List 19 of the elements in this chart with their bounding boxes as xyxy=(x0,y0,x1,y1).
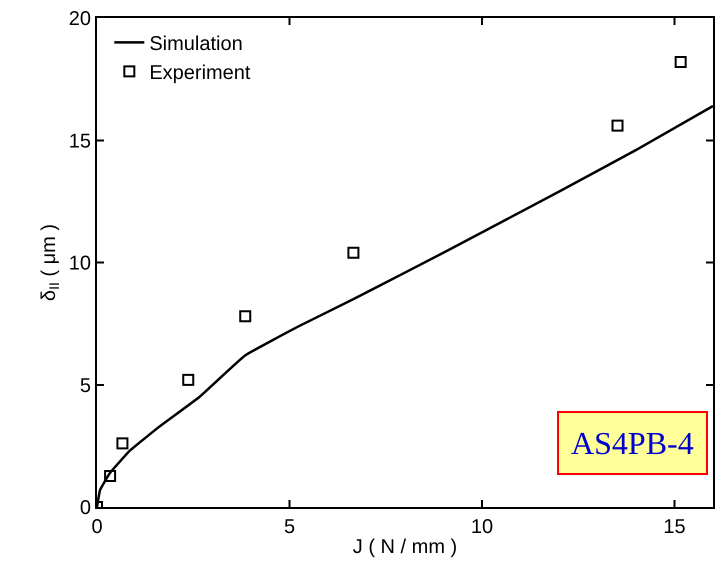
legend-label: Experiment xyxy=(149,62,251,84)
x-tick-label: 10 xyxy=(470,516,494,538)
point xyxy=(239,310,252,322)
x-tick-label: 5 xyxy=(284,516,296,538)
legend-label: Simulation xyxy=(149,33,243,56)
point xyxy=(674,56,687,68)
point xyxy=(612,120,624,132)
point xyxy=(116,437,128,450)
y-tick-label: 5 xyxy=(80,374,91,397)
point xyxy=(347,246,360,259)
y-tick-label: 10 xyxy=(68,252,91,274)
annotation: AS4PB-4 xyxy=(571,425,694,461)
x-tick-label: 15 xyxy=(663,516,686,538)
y-tick-label: 0 xyxy=(80,497,91,519)
y-tick-label: 15 xyxy=(68,130,91,152)
x-axis-title: J ( N / mm ) xyxy=(352,536,458,558)
point xyxy=(182,374,194,386)
y-tick-label: 20 xyxy=(68,8,91,30)
point xyxy=(104,470,116,482)
